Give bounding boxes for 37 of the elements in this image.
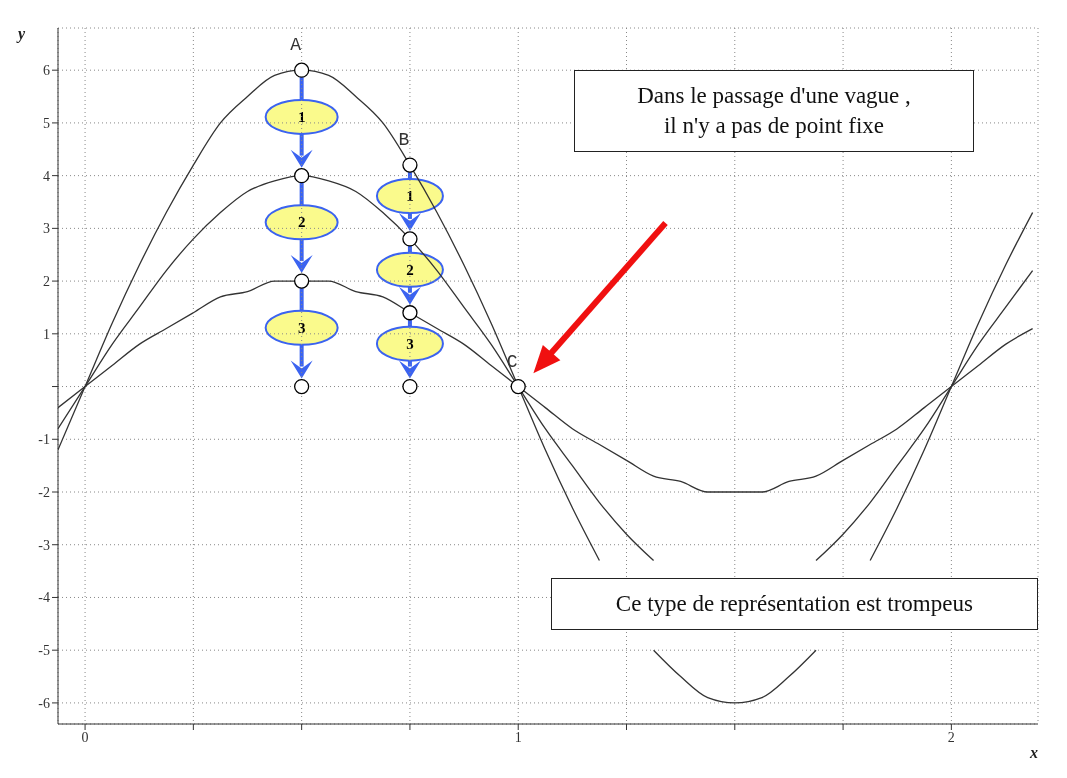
point <box>402 157 418 173</box>
y-tick-label: -4 <box>38 590 50 606</box>
y-tick-label: -1 <box>38 432 50 448</box>
point <box>402 378 418 395</box>
annotation: 1 <box>297 108 306 125</box>
y-tick-label: -5 <box>38 643 50 659</box>
annotation: A <box>290 35 302 56</box>
point <box>402 231 418 247</box>
point <box>294 273 310 289</box>
y-tick-label: 5 <box>43 115 50 131</box>
point <box>294 62 310 78</box>
y-tick-label: 4 <box>43 168 50 184</box>
point <box>294 167 310 184</box>
annotation: 2 <box>297 214 306 231</box>
annotation: B <box>398 130 410 151</box>
y-tick-label: -2 <box>38 484 50 500</box>
annotation: 2 <box>406 261 414 278</box>
text-box: Ce type de représentation est trompeus <box>550 578 1038 631</box>
y-tick-label: 3 <box>43 221 50 237</box>
annotation: 3 <box>406 335 414 352</box>
text-box: Dans le passage d'une vague , il n'y a pas de point fixe <box>573 70 975 153</box>
x-tick-label: 2 <box>947 729 955 745</box>
annotation: 1 <box>406 188 414 204</box>
annotation: 3 <box>297 319 306 336</box>
annotation: C <box>506 351 518 372</box>
x-axis-title: x <box>1029 744 1038 761</box>
point <box>402 305 418 321</box>
y-tick-label: 2 <box>43 274 50 290</box>
y-axis-title: y <box>16 25 26 44</box>
x-tick-label: 0 <box>81 729 89 745</box>
y-tick-label: 1 <box>43 326 50 342</box>
y-tick-label: 6 <box>43 63 50 79</box>
point <box>510 378 526 395</box>
y-tick-label: -3 <box>38 537 50 553</box>
x-tick-label: 1 <box>514 729 522 745</box>
point <box>294 378 310 395</box>
y-tick-label: -6 <box>38 695 50 711</box>
